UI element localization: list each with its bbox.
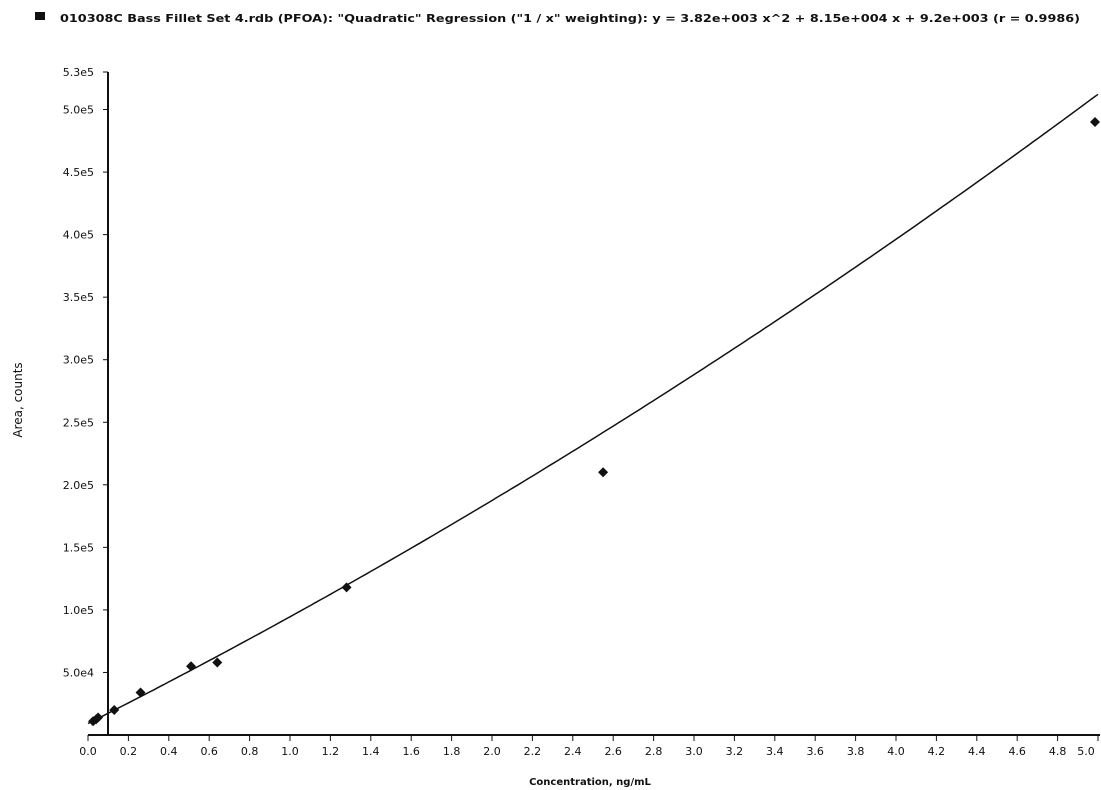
x-tick-label: 1.0 [281, 745, 299, 758]
data-point [212, 657, 223, 668]
chart-title: 010308C Bass Fillet Set 4.rdb (PFOA): "Q… [60, 12, 1080, 25]
x-tick-label: 2.8 [645, 745, 663, 758]
x-tick-label: 0.8 [241, 745, 259, 758]
x-tick-label: 2.2 [524, 745, 542, 758]
regression-curve [87, 93, 1099, 725]
y-axis-ticks: 5.0e4 1.0e5 1.5e5 2.0e5 2.5e5 3.0e5 3.5e5 4.0e5… [63, 66, 108, 679]
x-tick-label: 3.8 [847, 745, 865, 758]
y-tick-label: 5.0e5 [63, 104, 94, 117]
data-point [135, 687, 146, 698]
x-axis-label: Concentration, ng/mL [529, 777, 651, 788]
y-tick-label: 5.3e5 [63, 66, 94, 79]
y-tick-label: 2.0e5 [63, 479, 94, 492]
data-point [109, 704, 120, 715]
x-tick-label: 4.6 [1008, 745, 1026, 758]
data-point [186, 661, 197, 672]
data-point [93, 712, 104, 723]
x-tick-label: 0.4 [160, 745, 178, 758]
x-tick-label: 2.6 [604, 745, 622, 758]
y-axis-label: Area, counts [11, 362, 25, 437]
x-tick-label: 0.6 [200, 745, 218, 758]
y-tick-label: 4.5e5 [63, 166, 94, 179]
x-tick-label: 3.2 [726, 745, 744, 758]
y-tick-label: 4.0e5 [63, 229, 94, 242]
x-tick-label: 3.4 [766, 745, 784, 758]
y-tick-label: 3.5e5 [63, 291, 94, 304]
data-point [341, 582, 352, 593]
x-tick-label: 4.8 [1049, 745, 1067, 758]
x-tick-label: 0.0 [79, 745, 97, 758]
data-points [88, 117, 1100, 727]
x-tick-label: 1.4 [362, 745, 380, 758]
x-tick-label: 1.8 [443, 745, 461, 758]
y-tick-label: 5.0e4 [63, 666, 94, 679]
x-tick-label: 3.0 [685, 745, 703, 758]
x-tick-label: 5.0 [1077, 745, 1095, 758]
x-tick-label: 3.6 [806, 745, 824, 758]
x-tick-label: 4.0 [887, 745, 905, 758]
x-tick-label: 4.2 [928, 745, 946, 758]
data-point [598, 467, 609, 478]
x-tick-label: 4.4 [968, 745, 986, 758]
y-tick-label: 2.5e5 [63, 416, 94, 429]
y-tick-label: 1.5e5 [63, 541, 94, 554]
x-tick-label: 1.2 [322, 745, 340, 758]
legend-marker [35, 12, 45, 20]
x-tick-label: 2.4 [564, 745, 582, 758]
y-tick-label: 1.0e5 [63, 604, 94, 617]
y-tick-label: 3.0e5 [63, 354, 94, 367]
x-tick-label: 2.0 [483, 745, 501, 758]
x-axis-ticks: 0.0 0.2 0.4 0.6 0.8 1.0 1.2 1.4 1.6 1.8 2.0 2.2 2.4 2… [79, 735, 1099, 758]
data-point [1090, 117, 1100, 128]
x-tick-label: 0.2 [120, 745, 138, 758]
x-tick-label: 1.6 [402, 745, 420, 758]
